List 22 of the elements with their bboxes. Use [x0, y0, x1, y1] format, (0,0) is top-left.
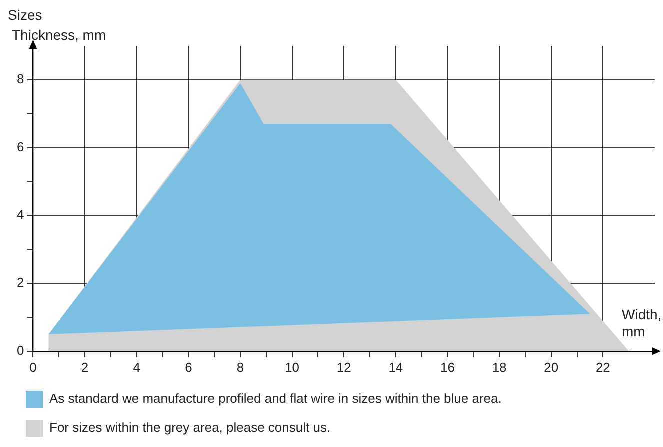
y-tick-label: 2: [16, 275, 24, 290]
y-tick-label: 0: [16, 342, 24, 358]
x-tick-label: 16: [440, 360, 455, 375]
legend-label: For sizes within the grey area, please consult us.: [50, 420, 331, 436]
x-tick-label: 20: [544, 360, 559, 375]
x-tick-label: 12: [336, 360, 352, 375]
y-tick-label: 8: [16, 72, 24, 87]
x-axis-title: Width, mm: [622, 306, 662, 340]
x-tick-label: 0: [30, 360, 37, 375]
x-tick-label: 22: [596, 360, 610, 375]
legend-label: As standard we manufacture profiled and flat wire in sizes within the blue area.: [50, 391, 502, 406]
chart-title: Sizes: [8, 7, 42, 23]
y-axis-title: Thickness, mm: [12, 27, 106, 43]
y-tick-label: 6: [16, 139, 24, 154]
x-tick-label: 2: [81, 360, 89, 375]
x-tick-label: 4: [133, 360, 140, 375]
y-tick-label: 4: [16, 207, 24, 222]
x-tick-label: 10: [285, 360, 300, 375]
x-tick-label: 6: [185, 360, 192, 375]
x-tick-label: 8: [236, 360, 244, 375]
x-tick-label: 18: [492, 360, 507, 375]
x-tick-label: 14: [388, 360, 404, 375]
